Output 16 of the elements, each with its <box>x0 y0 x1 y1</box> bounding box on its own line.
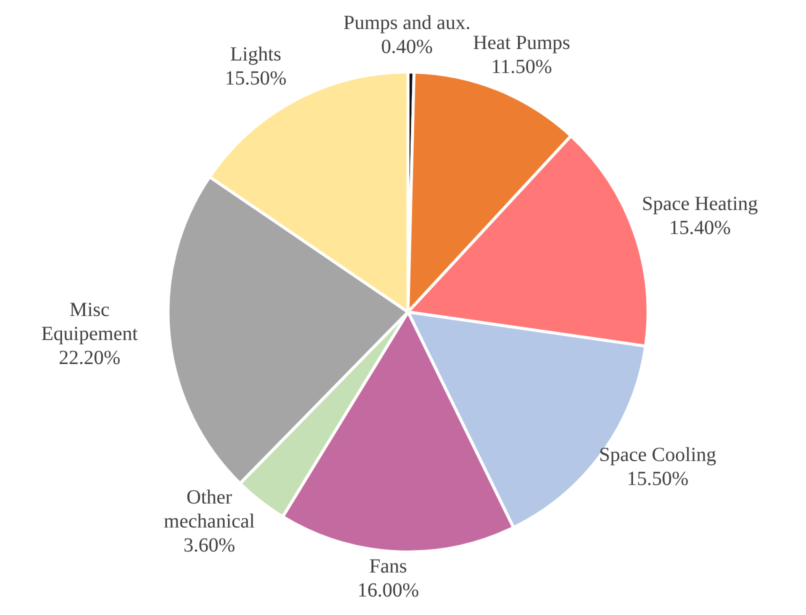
data-label: 16.00% <box>357 580 420 602</box>
slice-label: Misc Equipement <box>41 298 138 345</box>
data-label: 3.60% <box>183 534 236 557</box>
data-label: 0.40% <box>381 36 433 58</box>
slice-label: Lights <box>230 44 282 66</box>
slice-label: Other mechanical <box>164 486 256 533</box>
slice-label: Space Cooling <box>599 444 716 466</box>
slice-label: Pumps and aux. <box>343 12 471 34</box>
slice-label: Heat Pumps <box>472 32 570 54</box>
data-label: 15.50% <box>626 468 688 490</box>
data-label: 11.50% <box>491 56 552 78</box>
data-label: 15.50% <box>224 68 287 90</box>
slice-label: Space Heating <box>642 193 758 216</box>
data-label: 15.40% <box>669 217 731 240</box>
slice-label: Fans <box>369 556 408 578</box>
data-label: 22.20% <box>58 346 120 369</box>
